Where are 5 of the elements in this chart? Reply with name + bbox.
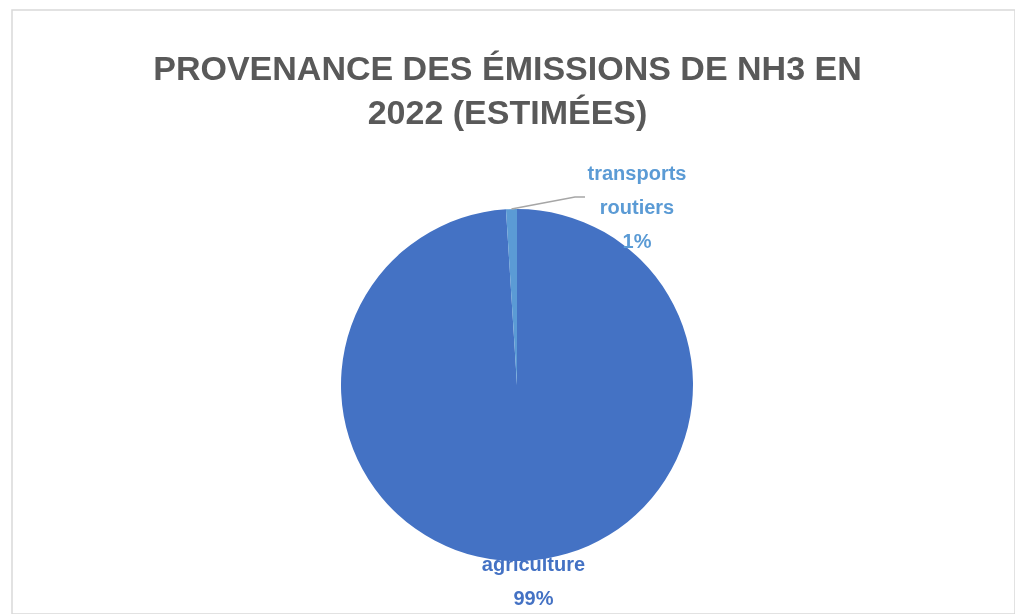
slice-label: transports routiers — [587, 162, 687, 218]
chart-title: PROVENANCE DES ÉMISSIONS DE NH3 EN 2022 (ESTIMÉES) — [153, 49, 862, 131]
data-label: 99% — [513, 586, 554, 609]
data-label: 1% — [622, 230, 652, 252]
slice-label: agriculture — [481, 552, 586, 575]
